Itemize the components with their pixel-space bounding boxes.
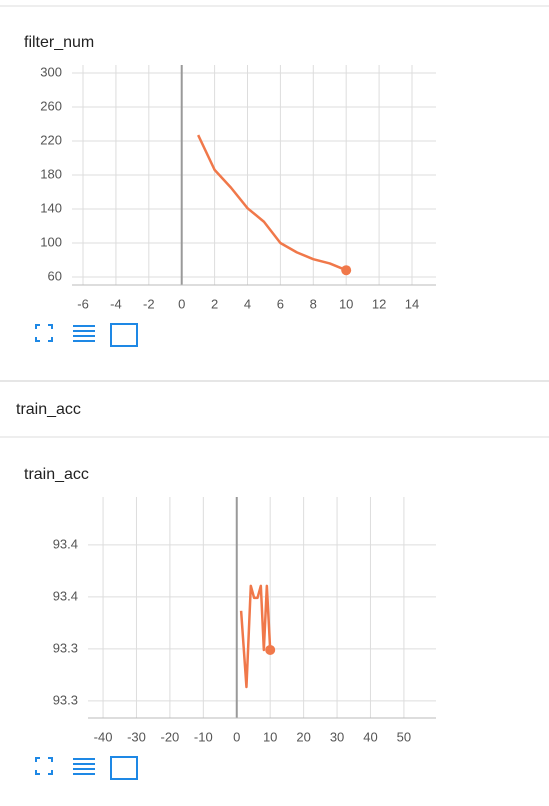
toolbar <box>35 756 138 780</box>
y-tick-label: 300 <box>40 64 62 79</box>
x-tick-label: 8 <box>310 296 317 311</box>
last-point <box>341 265 352 276</box>
x-tick-label: 6 <box>277 296 284 311</box>
x-tick-label: 0 <box>178 296 185 311</box>
chart-title: filter_num <box>24 34 94 51</box>
log-scale-button[interactable] <box>73 325 95 342</box>
y-tick-label: 140 <box>40 200 62 215</box>
fit-button[interactable] <box>110 756 138 780</box>
data-line <box>197 134 347 272</box>
x-tick-label: -30 <box>127 729 146 744</box>
x-tick-label: -40 <box>94 729 113 744</box>
x-tick-label: 10 <box>339 296 353 311</box>
y-tick-label: 260 <box>40 98 62 113</box>
x-tick-label: 30 <box>330 729 344 744</box>
y-tick-label: 220 <box>40 132 62 147</box>
y-tick-label: 93.4 <box>53 536 78 551</box>
x-tick-label: -6 <box>77 296 89 311</box>
toolbar <box>35 323 138 347</box>
x-tick-label: 2 <box>211 296 218 311</box>
x-tick-label: -10 <box>194 729 213 744</box>
x-tick-label: -20 <box>161 729 180 744</box>
y-tick-label: 93.3 <box>53 692 78 707</box>
x-tick-label: 20 <box>296 729 310 744</box>
log-scale-button[interactable] <box>73 758 95 775</box>
last-point <box>265 644 276 655</box>
y-tick-label: 100 <box>40 234 62 249</box>
x-tick-label: 40 <box>363 729 377 744</box>
data-line <box>239 584 272 689</box>
x-tick-label: 4 <box>244 296 251 311</box>
x-tick-label: -4 <box>110 296 122 311</box>
fit-button[interactable] <box>110 323 138 347</box>
x-tick-label: 50 <box>397 729 411 744</box>
y-tick-label: 180 <box>40 166 62 181</box>
y-tick-label: 93.4 <box>53 588 78 603</box>
x-tick-label: 12 <box>372 296 386 311</box>
x-tick-label: 10 <box>263 729 277 744</box>
chart-title: train_acc <box>24 466 89 483</box>
y-tick-label: 60 <box>48 268 62 283</box>
x-tick-label: -2 <box>143 296 155 311</box>
fullscreen-button[interactable] <box>35 324 53 342</box>
y-tick-label: 93.3 <box>53 640 78 655</box>
fullscreen-button[interactable] <box>35 757 53 775</box>
x-tick-label: 0 <box>233 729 240 744</box>
x-tick-label: 14 <box>405 296 419 311</box>
section-title: train_acc <box>16 401 81 418</box>
